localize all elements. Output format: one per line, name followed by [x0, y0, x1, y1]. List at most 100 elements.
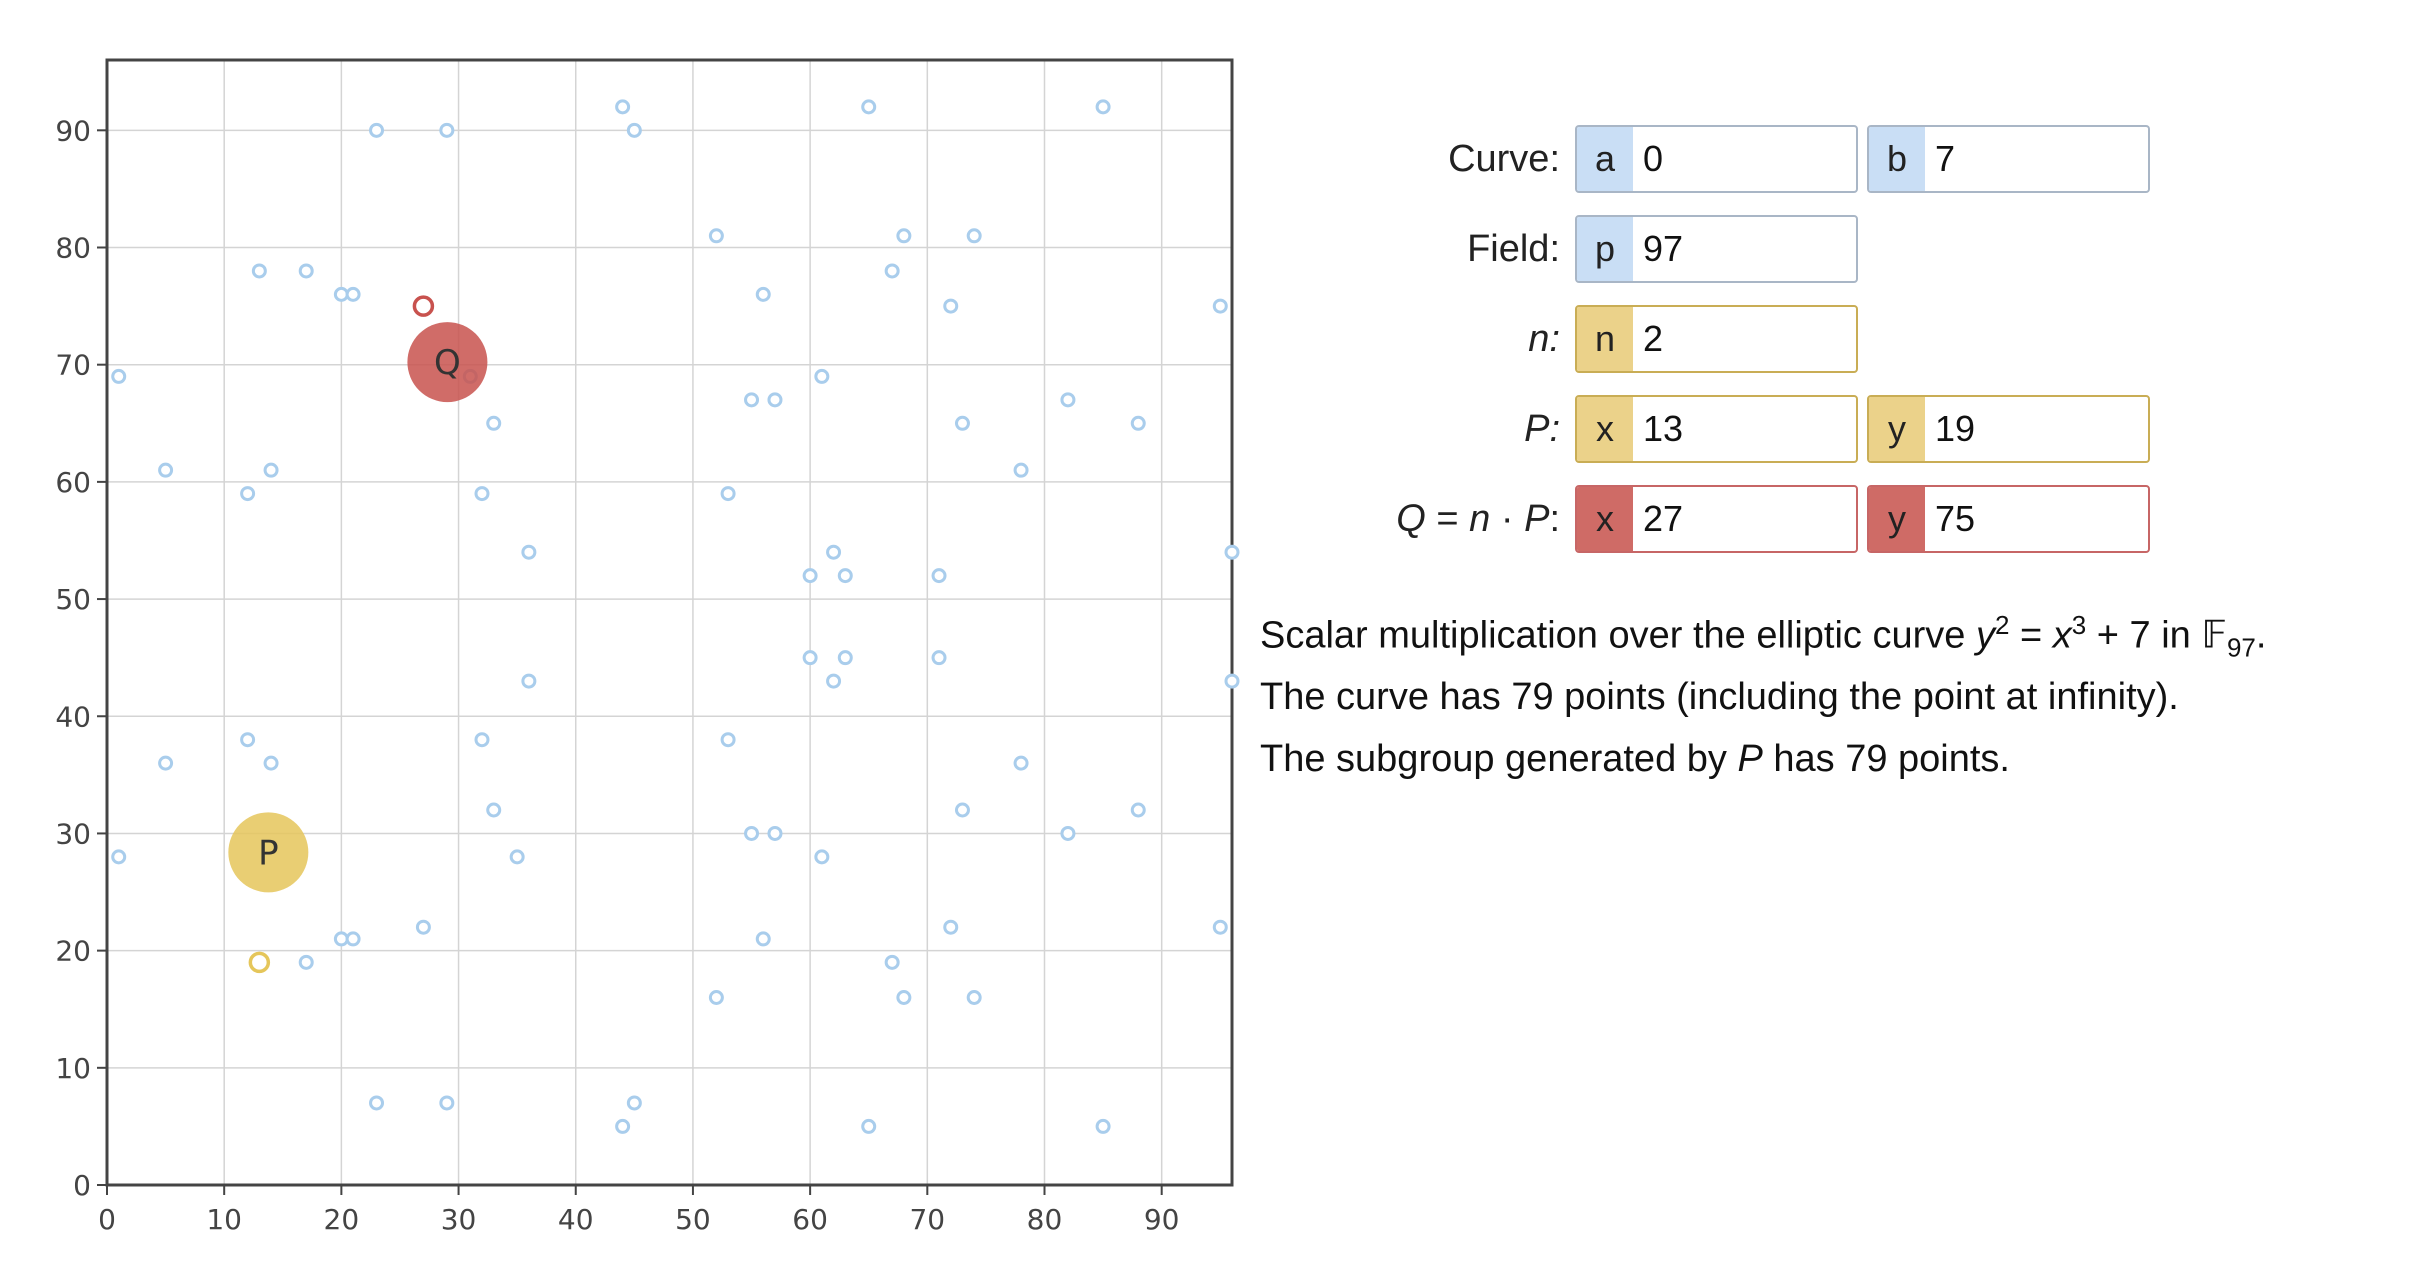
q-point-label: Q = n · P: — [1396, 498, 1560, 540]
curve-point — [1130, 415, 1146, 431]
field-p-field[interactable]: p 97 — [1575, 215, 1858, 283]
curve-point — [333, 286, 349, 302]
curve-point — [943, 919, 959, 935]
curve-point — [439, 122, 455, 138]
curve-point — [111, 368, 127, 384]
p-x-field[interactable]: x 13 — [1575, 395, 1858, 463]
x-tick-label: 20 — [324, 1203, 360, 1236]
x-tick-label: 80 — [1027, 1203, 1063, 1236]
curve-point — [861, 1118, 877, 1134]
curve-point — [615, 99, 631, 115]
b-value[interactable]: 7 — [1935, 138, 1956, 179]
curve-point — [720, 732, 736, 748]
y-tick-label: 40 — [55, 700, 91, 733]
p-exact-marker — [248, 951, 271, 974]
x-tick-label: 70 — [909, 1203, 945, 1236]
q-x-field: x 27 — [1575, 485, 1858, 553]
py-value[interactable]: 19 — [1935, 408, 1976, 449]
curve-point — [755, 286, 771, 302]
curve-point — [1013, 755, 1029, 771]
curve-point — [802, 568, 818, 584]
curve-point — [439, 1095, 455, 1111]
y-tick-label: 50 — [55, 583, 91, 616]
curve-point — [802, 650, 818, 666]
n-label: n: — [1528, 318, 1560, 360]
curve-point — [474, 732, 490, 748]
qy-value: 75 — [1935, 498, 1976, 539]
curve-point — [263, 755, 279, 771]
p-handle[interactable]: P — [228, 812, 309, 893]
p-handle-disc — [228, 812, 309, 893]
curve-point — [521, 544, 537, 560]
curve-point — [1060, 392, 1076, 408]
p-value[interactable]: 97 — [1643, 228, 1684, 269]
y-tick-label: 20 — [55, 935, 91, 968]
curve-point — [1130, 802, 1146, 818]
curve-point — [708, 990, 724, 1005]
y-tick-label: 70 — [55, 349, 91, 382]
y-tick-label: 30 — [55, 817, 91, 850]
curve-point — [1212, 919, 1228, 935]
p-handle-label: P — [258, 833, 279, 873]
y-tick-label: 0 — [73, 1169, 91, 1202]
curve-a-field[interactable]: a 0 — [1575, 125, 1858, 193]
curve-point — [744, 825, 760, 841]
highlighted-points[interactable]: PQ — [228, 295, 488, 974]
curve-point — [896, 228, 912, 244]
q-handle-disc — [407, 322, 488, 403]
curve-point — [263, 462, 279, 478]
curve-point — [884, 263, 900, 279]
curve-label: Curve: — [1448, 138, 1560, 180]
curve-point — [861, 99, 877, 115]
curve-point — [626, 122, 642, 138]
curve-point — [1224, 673, 1240, 689]
q-handle-label: Q — [434, 343, 461, 383]
q-handle[interactable]: Q — [407, 322, 488, 403]
curve-point — [298, 263, 314, 279]
curve-point — [966, 990, 982, 1005]
field-label: Field: — [1467, 228, 1560, 270]
curve-point — [486, 802, 502, 818]
control-panel: Curve: a 0 b 7 Field: p 97 n: n 2 P: x 1… — [1260, 0, 2422, 1266]
plot-background — [107, 60, 1232, 1185]
qx-tag: x — [1577, 487, 1633, 551]
p-point-label: P: — [1524, 408, 1560, 450]
curve-point — [954, 802, 970, 818]
y-tick-label: 80 — [55, 232, 91, 265]
curve-point — [943, 298, 959, 314]
n-value[interactable]: 2 — [1643, 318, 1664, 359]
curve-point — [298, 954, 314, 970]
y-tick-label: 10 — [55, 1052, 91, 1085]
scatter-plot[interactable]: 0 10 20 30 40 50 60 70 80 90 0 10 20 30 40 50 60 70 80 90 P… — [0, 0, 1260, 1266]
curve-point — [615, 1118, 631, 1134]
n-field[interactable]: n 2 — [1575, 305, 1858, 373]
p-y-field[interactable]: y 19 — [1867, 395, 2150, 463]
curve-point — [826, 673, 842, 689]
curve-point — [369, 122, 385, 138]
a-value[interactable]: 0 — [1643, 138, 1664, 179]
curve-point — [837, 650, 853, 666]
curve-point — [814, 849, 830, 865]
curve-point — [966, 228, 982, 244]
curve-b-field[interactable]: b 7 — [1867, 125, 2150, 193]
py-tag: y — [1869, 397, 1925, 461]
curve-point — [415, 919, 431, 935]
curve-point — [826, 544, 842, 560]
y-tick-label: 60 — [55, 466, 91, 499]
description-line-2: The curve has 79 points (including the p… — [1260, 676, 2179, 718]
curve-point — [814, 368, 830, 384]
x-tick-label: 60 — [792, 1203, 828, 1236]
curve-point — [345, 931, 361, 947]
curve-point — [1095, 1118, 1111, 1134]
px-value[interactable]: 13 — [1643, 408, 1684, 449]
curve-point — [755, 931, 771, 947]
curve-point — [931, 568, 947, 584]
curve-point — [240, 732, 256, 748]
curve-point — [1212, 298, 1228, 314]
curve-point — [720, 486, 736, 502]
curve-point — [486, 415, 502, 431]
x-tick-label: 0 — [98, 1203, 116, 1236]
p-tag: p — [1577, 217, 1633, 281]
curve-point — [1013, 462, 1029, 478]
x-tick-label: 30 — [441, 1203, 477, 1236]
